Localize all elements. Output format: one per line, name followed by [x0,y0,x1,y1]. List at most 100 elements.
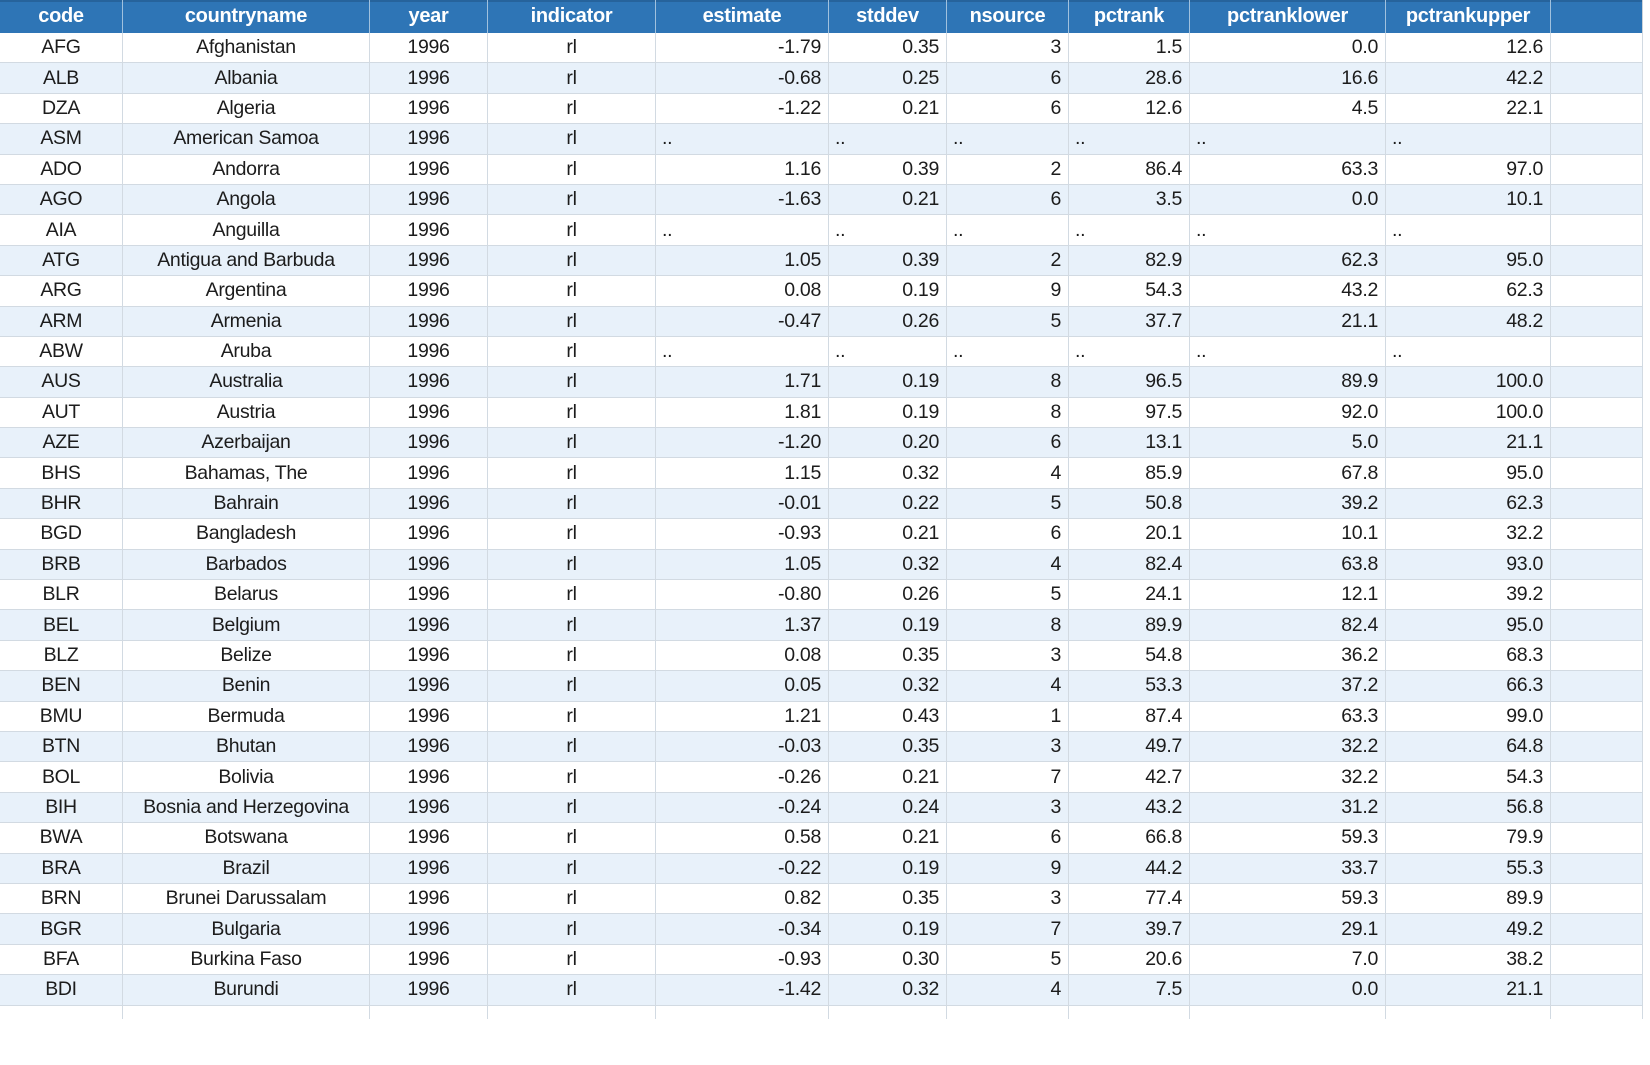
cell-code[interactable]: ABW [0,336,123,368]
cell-stddev[interactable]: 0.32 [829,458,947,489]
cell-pctrankupper[interactable]: 93.0 [1386,549,1551,581]
cell-pctrankupper[interactable]: 10.1 [1386,184,1551,216]
cell-indicator[interactable]: rl [488,33,656,64]
column-header-pctranklower[interactable]: pctranklower [1190,0,1386,33]
cell-code[interactable]: AZE [0,428,123,459]
cell-stddev[interactable]: 0.21 [829,93,947,125]
cell-estimate[interactable]: -0.68 [656,63,829,94]
cell-indicator[interactable]: rl [488,701,656,732]
cell-nsource[interactable]: 9 [947,276,1069,307]
cell-countryname[interactable]: Bulgaria [123,914,370,945]
cell-stddev[interactable]: 0.21 [829,762,947,793]
cell-code[interactable]: ADO [0,154,123,185]
cell-empty[interactable] [1551,93,1643,125]
cell-code[interactable]: AUS [0,367,123,398]
cell-stddev[interactable]: 0.19 [829,276,947,307]
cell-estimate[interactable]: -0.47 [656,306,829,337]
cell-nsource[interactable]: 3 [947,731,1069,763]
cell-pctrankupper[interactable]: 48.2 [1386,306,1551,337]
cell-indicator[interactable]: rl [488,428,656,459]
cell-pctranklower[interactable]: 7.0 [1190,944,1386,976]
cell-empty[interactable] [1551,336,1643,368]
cell-pctranklower[interactable]: 21.1 [1190,306,1386,337]
cell-year[interactable]: 1996 [370,883,488,915]
cell-empty[interactable] [1551,823,1643,854]
cell-pctranklower[interactable]: 31.2 [1190,792,1386,824]
cell-stddev[interactable]: 0.19 [829,914,947,945]
cell-countryname[interactable]: Bangladesh [123,519,370,550]
cell-year[interactable]: 1996 [370,610,488,641]
cell-empty[interactable] [1551,488,1643,520]
cell-code[interactable]: ALB [0,63,123,94]
cell-pctrankupper[interactable]: 39.2 [1386,580,1551,611]
cell-countryname[interactable]: Aruba [123,336,370,368]
cell-indicator[interactable]: rl [488,853,656,884]
cell-pctrank[interactable]: 85.9 [1069,458,1190,489]
cell-pctrankupper[interactable]: 49.2 [1386,914,1551,945]
cell-indicator[interactable]: rl [488,519,656,550]
cell-nsource[interactable]: 1 [947,701,1069,732]
cell-code[interactable]: BOL [0,762,123,793]
cell-empty[interactable] [1551,671,1643,702]
cell-stddev[interactable]: 0.19 [829,367,947,398]
cell-pctranklower[interactable]: 59.3 [1190,823,1386,854]
cell-stddev[interactable]: 0.32 [829,549,947,581]
cell-code[interactable]: BGD [0,519,123,550]
cell-stddev[interactable]: 0.30 [829,944,947,976]
cell-pctranklower[interactable]: 32.2 [1190,762,1386,793]
cell-empty[interactable] [1551,883,1643,915]
cell-pctranklower[interactable]: 4.5 [1190,93,1386,125]
cell-empty[interactable] [1551,549,1643,581]
cell-indicator[interactable]: rl [488,336,656,368]
cell-pctrank[interactable]: 24.1 [1069,580,1190,611]
cell-code[interactable]: BFA [0,944,123,976]
cell-nsource[interactable]: 6 [947,428,1069,459]
cell-code[interactable]: ARM [0,306,123,337]
cell-year[interactable]: 1996 [370,154,488,185]
cell-pctranklower[interactable]: 32.2 [1190,731,1386,763]
cell-stddev[interactable]: 0.21 [829,519,947,550]
cell-code[interactable]: AIA [0,215,123,246]
cell-pctrankupper[interactable]: 66.3 [1386,671,1551,702]
cell-nsource[interactable]: 7 [947,762,1069,793]
cell-year[interactable]: 1996 [370,975,488,1006]
cell-empty[interactable] [1551,640,1643,672]
cell-year[interactable]: 1996 [370,336,488,368]
cell-year[interactable]: 1996 [370,245,488,277]
cell-estimate[interactable]: -0.93 [656,519,829,550]
cell-indicator[interactable]: rl [488,731,656,763]
cell-nsource[interactable]: 8 [947,397,1069,429]
cell-pctrank[interactable]: 20.1 [1069,519,1190,550]
cell-indicator[interactable]: rl [488,184,656,216]
cell-stddev[interactable]: 0.39 [829,245,947,277]
cell-pctrank[interactable]: 43.2 [1069,792,1190,824]
cell-pctrankupper[interactable]: 68.3 [1386,640,1551,672]
cell-pctrankupper[interactable]: 79.9 [1386,823,1551,854]
cell-year[interactable]: 1996 [370,276,488,307]
cell-pctrank[interactable]: 7.5 [1069,975,1190,1006]
cell-code[interactable]: BEL [0,610,123,641]
cell-empty[interactable] [1551,580,1643,611]
cell-countryname[interactable]: Barbados [123,549,370,581]
column-header-code[interactable]: code [0,0,123,33]
cell-stddev[interactable]: 0.21 [829,823,947,854]
cell-year[interactable]: 1996 [370,549,488,581]
cell-pctrank[interactable]: 28.6 [1069,63,1190,94]
cell-code[interactable]: BLR [0,580,123,611]
cell-code[interactable]: BHR [0,488,123,520]
cell-indicator[interactable]: rl [488,610,656,641]
cell-pctranklower[interactable]: 63.8 [1190,549,1386,581]
cell-stddev[interactable]: 0.19 [829,853,947,884]
cell-stddev[interactable]: 0.39 [829,154,947,185]
cell-year[interactable]: 1996 [370,397,488,429]
cell-pctranklower[interactable]: .. [1190,124,1386,155]
cell-pctrank[interactable]: 49.7 [1069,731,1190,763]
cell-year[interactable]: 1996 [370,458,488,489]
cell-pctranklower[interactable]: 63.3 [1190,701,1386,732]
cell-empty[interactable] [1551,63,1643,94]
cell-countryname[interactable]: Angola [123,184,370,216]
cell-code[interactable]: DZA [0,93,123,125]
cell-code[interactable]: ARG [0,276,123,307]
cell-empty[interactable] [1551,276,1643,307]
cell-pctranklower[interactable]: 82.4 [1190,610,1386,641]
